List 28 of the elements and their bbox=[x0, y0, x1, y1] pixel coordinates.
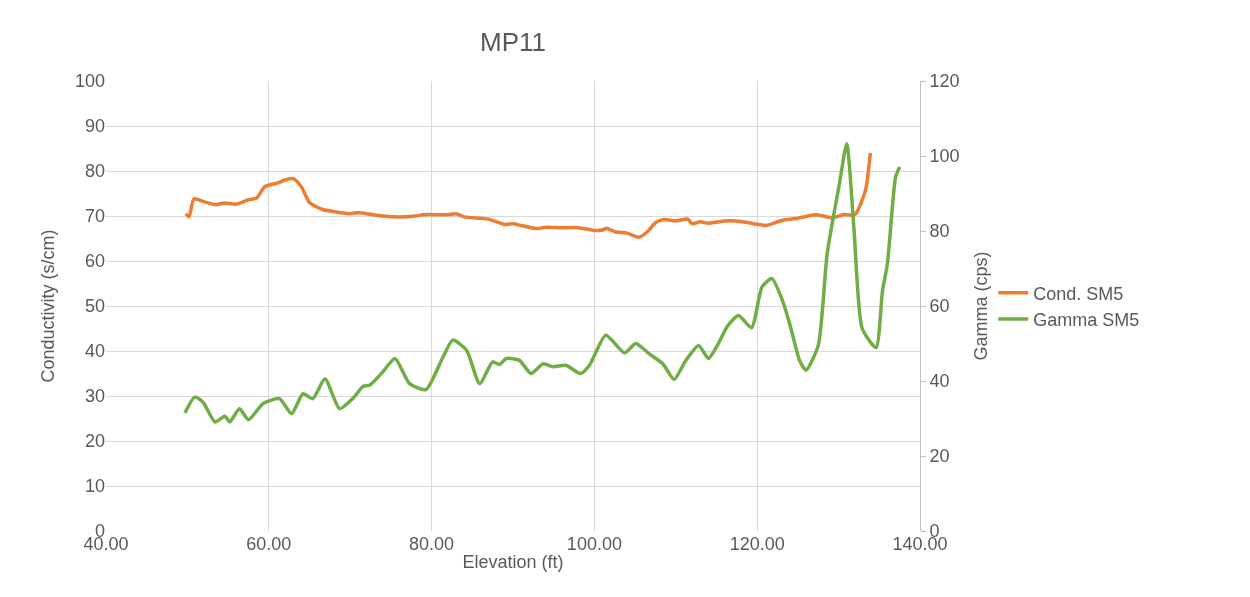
y2-tick-label: 100 bbox=[929, 146, 960, 167]
y-tick-label: 40 bbox=[84, 341, 105, 362]
y2-tick-label: 40 bbox=[929, 371, 950, 392]
y2-axis-title: Gamma (cps) bbox=[970, 251, 991, 361]
y2-tick-label: 20 bbox=[929, 446, 950, 467]
x-tick-label: 100.00 bbox=[566, 534, 622, 554]
line-series bbox=[183, 141, 902, 424]
y2-tick-label: 80 bbox=[929, 221, 950, 242]
y2-tick-label: 60 bbox=[929, 296, 950, 317]
y-tick-label: 90 bbox=[84, 116, 105, 137]
y-axis-title: Conductivity (s/cm) bbox=[38, 229, 59, 383]
x-tick-label: 80.00 bbox=[409, 534, 455, 554]
y2-tick-label: 120 bbox=[929, 71, 960, 92]
y-tick-label: 60 bbox=[84, 251, 105, 272]
line-series bbox=[184, 151, 873, 239]
x-tick-label: 60.00 bbox=[246, 534, 292, 554]
legend-label: Gamma SM5 bbox=[1033, 310, 1140, 331]
y-tick-label: 20 bbox=[84, 431, 105, 452]
y-tick-label: 50 bbox=[84, 296, 105, 317]
y-tick-label: 30 bbox=[84, 386, 105, 407]
y-tick-label: 80 bbox=[84, 161, 105, 182]
x-axis-title: Elevation (ft) bbox=[462, 552, 564, 573]
x-tick-label: 120.00 bbox=[729, 534, 785, 554]
chart-title: MP11 bbox=[480, 26, 546, 57]
legend-label: Cond. SM5 bbox=[1033, 283, 1124, 304]
y-tick-label: 70 bbox=[84, 206, 105, 227]
y-tick-label: 10 bbox=[84, 476, 105, 497]
y-tick-label: 100 bbox=[74, 71, 105, 92]
